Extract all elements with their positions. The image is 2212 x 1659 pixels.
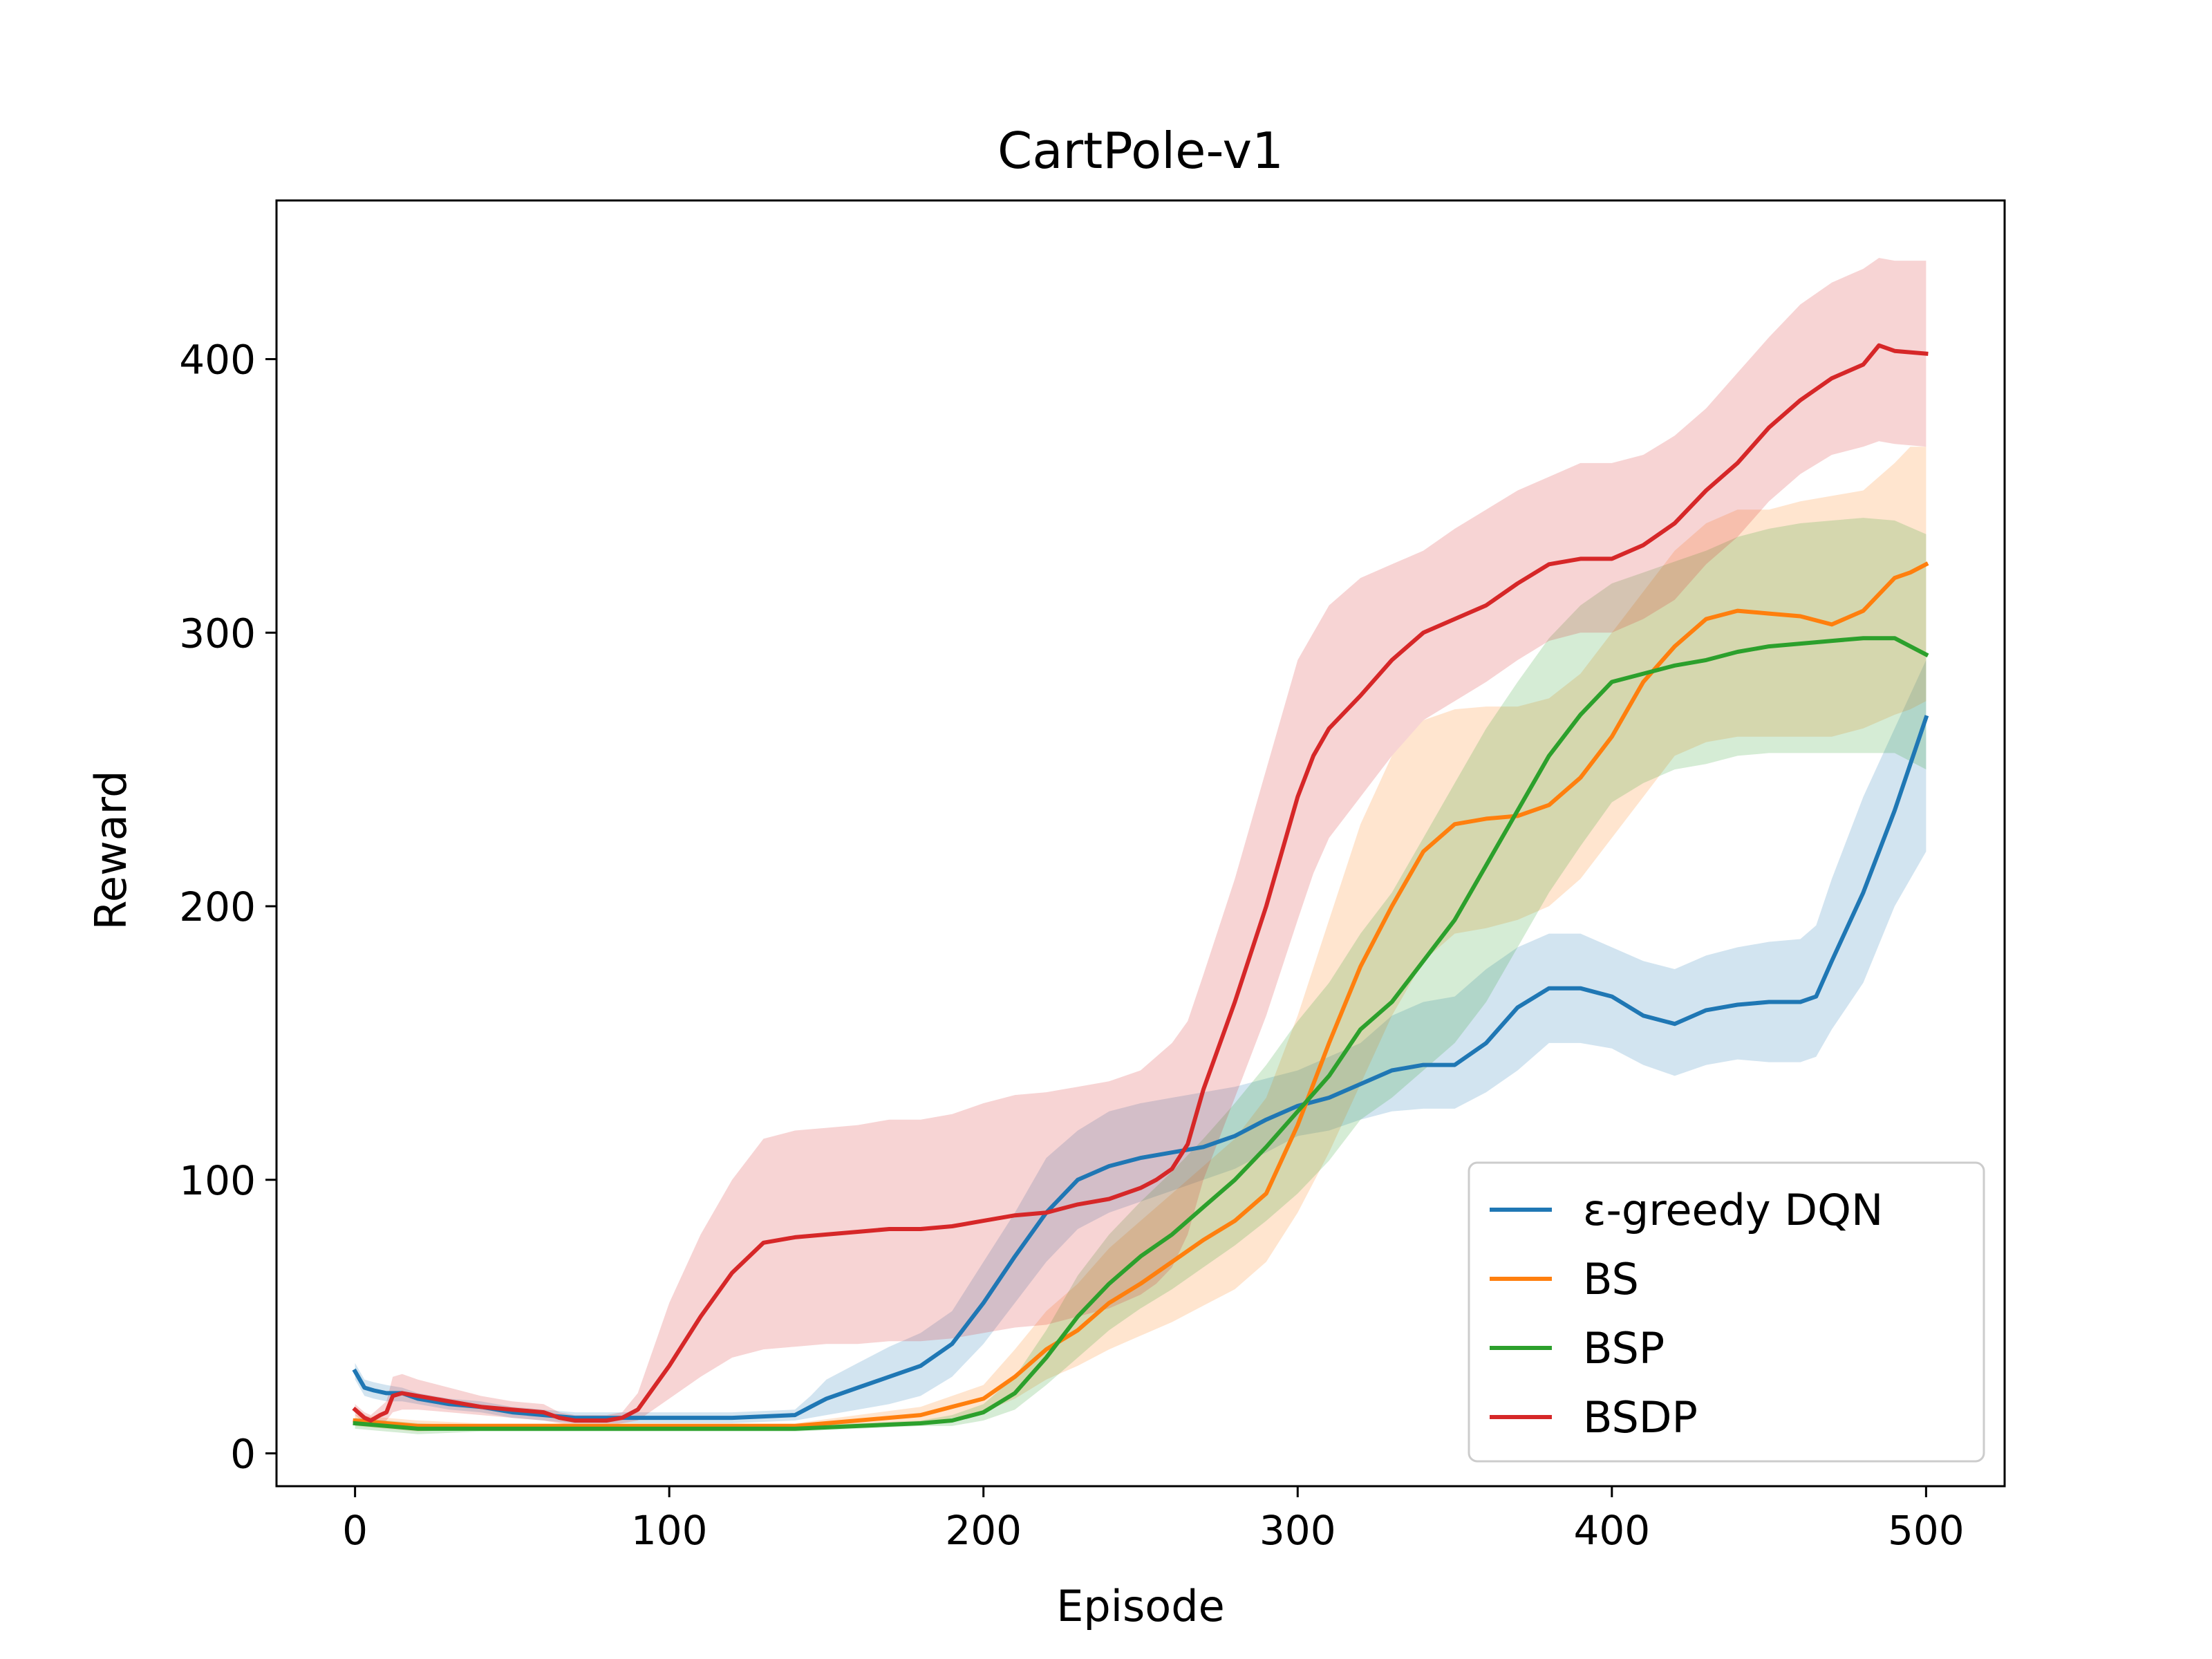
bsdp-line: [352, 343, 1929, 1423]
x-tick-label: 400: [1573, 1507, 1650, 1554]
confidence-bands: [355, 258, 1927, 1434]
x-tick-label: 500: [1888, 1507, 1965, 1554]
legend-box: [1468, 1161, 1985, 1463]
y-axis: 0 100 200 300 400: [179, 337, 276, 1478]
bsp-line: [353, 636, 1929, 1431]
chart-title: CartPole-v1: [997, 122, 1284, 180]
y-axis-label: Reward: [86, 771, 136, 930]
y-tick-label: 400: [179, 337, 256, 384]
bs-line: [353, 561, 1929, 1428]
y-tick-label: 200: [179, 883, 256, 930]
y-tick-label: 0: [230, 1431, 256, 1478]
bs-legend-label: BS: [1583, 1254, 1639, 1304]
x-tick-label: 300: [1259, 1507, 1336, 1554]
bsdp-confidence-band: [355, 258, 1927, 1426]
bsdp-legend-label: BSDP: [1583, 1392, 1698, 1443]
bs-confidence-band: [355, 447, 1927, 1432]
bsp-legend-label: BSP: [1583, 1323, 1665, 1374]
x-axis-label: Episode: [1056, 1581, 1225, 1631]
y-tick-label: 100: [179, 1157, 256, 1204]
y-tick-label: 300: [179, 610, 256, 657]
greedy-dqn-legend-label: ε-greedy DQN: [1583, 1185, 1883, 1235]
greedy-dqn-line: [352, 715, 1929, 1421]
x-tick-label: 200: [945, 1507, 1022, 1554]
x-tick-label: 100: [631, 1507, 708, 1554]
greedy-dqn-confidence-band: [355, 659, 1927, 1423]
x-axis: 0 100 200 300 400 500: [342, 1486, 1965, 1554]
plot-frame: [275, 199, 2006, 1488]
legend: ε-greedy DQN BS BSP BSDP: [1468, 1161, 1985, 1463]
x-tick-label: 0: [342, 1507, 368, 1554]
bsp-confidence-band: [355, 518, 1927, 1434]
series-lines: [352, 343, 1929, 1431]
